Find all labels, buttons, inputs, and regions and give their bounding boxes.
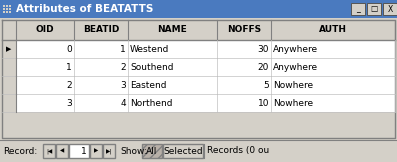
Text: Anywhere: Anywhere — [273, 45, 318, 53]
Bar — [43, 144, 55, 158]
Text: 1: 1 — [66, 63, 72, 71]
Text: All: All — [146, 146, 158, 156]
Text: 4: 4 — [120, 98, 126, 108]
Text: X: X — [387, 5, 393, 13]
Bar — [142, 144, 162, 158]
Text: 3: 3 — [66, 98, 72, 108]
Text: BEATID: BEATID — [83, 25, 119, 35]
Text: _: _ — [356, 5, 360, 13]
Text: 2: 2 — [120, 63, 126, 71]
Text: Records (0 ou: Records (0 ou — [207, 146, 269, 156]
Text: 10: 10 — [258, 98, 269, 108]
Text: ▶: ▶ — [6, 46, 12, 52]
Bar — [9, 11, 11, 13]
Bar — [3, 8, 5, 10]
Bar — [2, 20, 395, 40]
Bar — [90, 144, 102, 158]
Text: NOFFS: NOFFS — [227, 25, 261, 35]
Text: 1: 1 — [81, 146, 87, 156]
Bar — [69, 144, 89, 158]
Text: Southend: Southend — [130, 63, 173, 71]
Text: 1: 1 — [120, 45, 126, 53]
Bar — [351, 3, 365, 15]
Text: Eastend: Eastend — [130, 81, 166, 89]
Bar — [9, 5, 11, 7]
Bar — [2, 76, 16, 94]
Bar — [383, 3, 397, 15]
Text: ◀: ◀ — [60, 149, 64, 154]
Text: Attributes of BEATATTS: Attributes of BEATATTS — [16, 4, 153, 14]
Bar — [0, 18, 397, 140]
Text: Nowhere: Nowhere — [273, 81, 313, 89]
Text: Northend: Northend — [130, 98, 173, 108]
Bar — [2, 76, 395, 94]
Bar — [2, 94, 395, 112]
Text: Westend: Westend — [130, 45, 170, 53]
Text: NAME: NAME — [158, 25, 187, 35]
Text: 20: 20 — [258, 63, 269, 71]
Bar — [163, 144, 203, 158]
Text: 2: 2 — [66, 81, 72, 89]
Text: |◀: |◀ — [46, 148, 52, 154]
Bar — [6, 8, 8, 10]
Bar — [2, 94, 16, 112]
Text: 5: 5 — [263, 81, 269, 89]
Bar — [0, 0, 397, 18]
Text: Anywhere: Anywhere — [273, 63, 318, 71]
Bar — [103, 144, 115, 158]
Text: 0: 0 — [66, 45, 72, 53]
Bar — [2, 58, 395, 76]
Text: AUTH: AUTH — [319, 25, 347, 35]
Text: □: □ — [370, 5, 378, 13]
Text: 3: 3 — [120, 81, 126, 89]
Text: 30: 30 — [258, 45, 269, 53]
Bar — [9, 8, 11, 10]
Bar — [6, 5, 8, 7]
Bar — [3, 11, 5, 13]
Text: OID: OID — [36, 25, 54, 35]
Bar — [56, 144, 68, 158]
Bar — [2, 40, 395, 58]
Text: ▶: ▶ — [94, 149, 98, 154]
Bar — [2, 40, 16, 58]
Text: Nowhere: Nowhere — [273, 98, 313, 108]
Text: Show:: Show: — [120, 146, 147, 156]
Bar — [3, 5, 5, 7]
Text: Record:: Record: — [3, 146, 37, 156]
Bar — [367, 3, 381, 15]
Text: ▶|: ▶| — [106, 148, 112, 154]
Bar — [2, 58, 16, 76]
Text: Selected: Selected — [163, 146, 203, 156]
Bar — [6, 11, 8, 13]
